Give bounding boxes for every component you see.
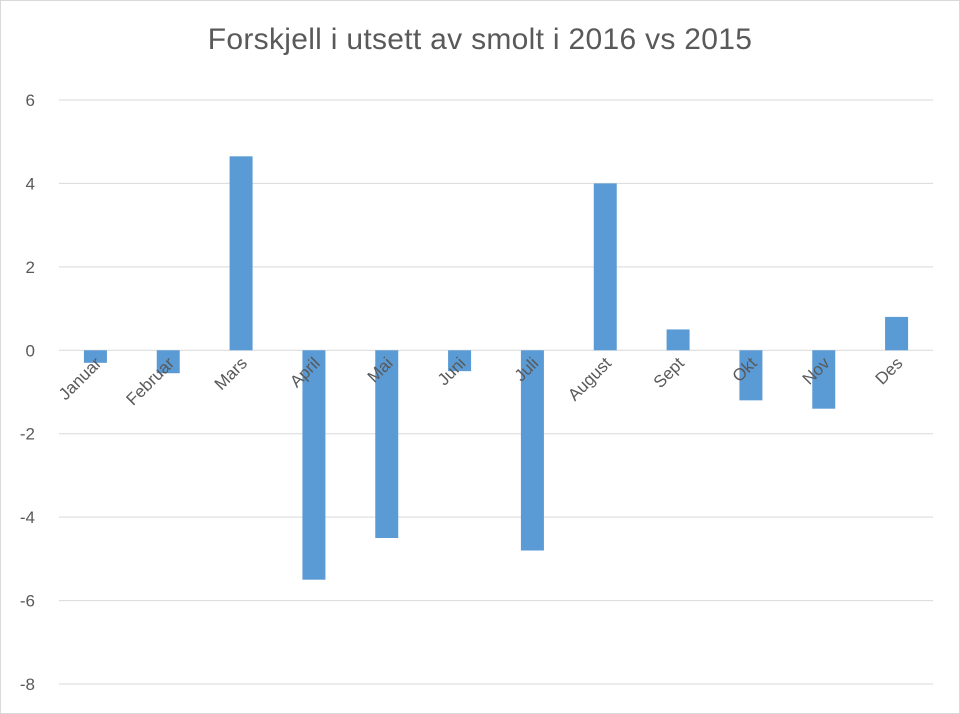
x-category-label: Mars — [211, 354, 251, 394]
y-tick-label: -4 — [20, 508, 35, 527]
x-axis-category-labels: Januar Februar Mars April Mai Juni Juli August S… — [55, 353, 906, 409]
x-category-label: Sept — [650, 353, 688, 391]
y-tick-label: 0 — [26, 341, 35, 360]
bar-april — [302, 350, 326, 580]
x-category-label: August — [564, 353, 615, 404]
bar-februar — [156, 350, 180, 374]
y-tick-label: -8 — [20, 675, 35, 694]
bar-mai — [375, 350, 399, 538]
bar-okt — [739, 350, 763, 401]
x-category-label: Februar — [123, 353, 179, 409]
y-tick-label: -2 — [20, 425, 35, 444]
bar-juni — [448, 350, 472, 372]
bar-nov — [812, 350, 836, 409]
x-category-label: Des — [872, 354, 907, 389]
y-axis-tick-labels: 6 4 2 0 -2 -4 -6 -8 — [20, 91, 35, 694]
bars — [83, 156, 909, 580]
y-tick-label: -6 — [20, 592, 35, 611]
bar-des — [885, 316, 909, 351]
bar-juli — [520, 350, 544, 551]
bar-august — [593, 183, 617, 351]
y-tick-label: 4 — [26, 174, 35, 193]
y-tick-label: 2 — [26, 258, 35, 277]
gridlines — [59, 99, 933, 685]
bar-mars — [229, 156, 253, 351]
y-tick-label: 6 — [26, 91, 35, 110]
bar-sept — [666, 329, 690, 351]
chart-title: Forskjell i utsett av smolt i 2016 vs 20… — [207, 23, 753, 56]
bar-januar — [83, 350, 107, 363]
x-category-label: Januar — [55, 353, 105, 403]
